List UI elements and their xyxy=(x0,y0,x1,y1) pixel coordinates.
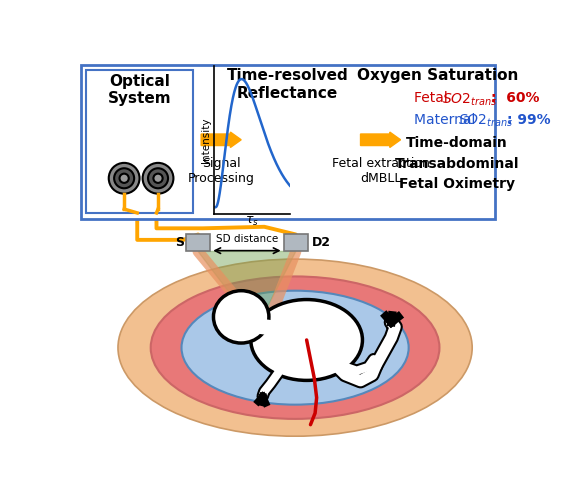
Text: $\mathit{S}O2_{trans}$: $\mathit{S}O2_{trans}$ xyxy=(442,91,498,108)
Ellipse shape xyxy=(213,291,269,343)
Ellipse shape xyxy=(151,276,440,419)
Text: : 99%: : 99% xyxy=(507,113,551,127)
Bar xyxy=(284,235,308,251)
FancyArrow shape xyxy=(360,132,400,147)
Text: Time-resolved
Reflectance: Time-resolved Reflectance xyxy=(226,68,348,101)
Text: S: S xyxy=(175,237,184,249)
Ellipse shape xyxy=(181,291,409,405)
Text: Optical
System: Optical System xyxy=(108,74,171,106)
Ellipse shape xyxy=(251,300,363,381)
FancyArrow shape xyxy=(201,132,241,147)
Bar xyxy=(186,235,211,251)
Ellipse shape xyxy=(114,168,134,188)
Polygon shape xyxy=(198,251,296,328)
Text: Oxygen Saturation: Oxygen Saturation xyxy=(357,68,518,83)
Ellipse shape xyxy=(119,174,129,183)
Text: Maternal: Maternal xyxy=(414,113,480,127)
Ellipse shape xyxy=(118,259,472,436)
Text: D2: D2 xyxy=(312,237,331,249)
Ellipse shape xyxy=(142,163,173,193)
Ellipse shape xyxy=(153,174,163,183)
Text: SD distance: SD distance xyxy=(216,235,278,245)
Bar xyxy=(81,65,495,219)
Text: Fetal: Fetal xyxy=(414,91,453,105)
Text: Time-domain
Transabdominal
Fetal Oximetry: Time-domain Transabdominal Fetal Oximetr… xyxy=(395,136,519,191)
Ellipse shape xyxy=(109,163,140,193)
Bar xyxy=(86,70,194,213)
Text: :  60%: : 60% xyxy=(491,91,540,105)
Ellipse shape xyxy=(148,168,168,188)
Y-axis label: Intensity: Intensity xyxy=(201,117,211,163)
Text: Fetal extraction
dMBLL: Fetal extraction dMBLL xyxy=(332,157,430,185)
X-axis label: $\tau_s$: $\tau_s$ xyxy=(245,215,259,228)
Text: Signal
Processing: Signal Processing xyxy=(187,157,254,185)
Text: $\mathit{S}O2_{trans}$: $\mathit{S}O2_{trans}$ xyxy=(458,113,514,129)
